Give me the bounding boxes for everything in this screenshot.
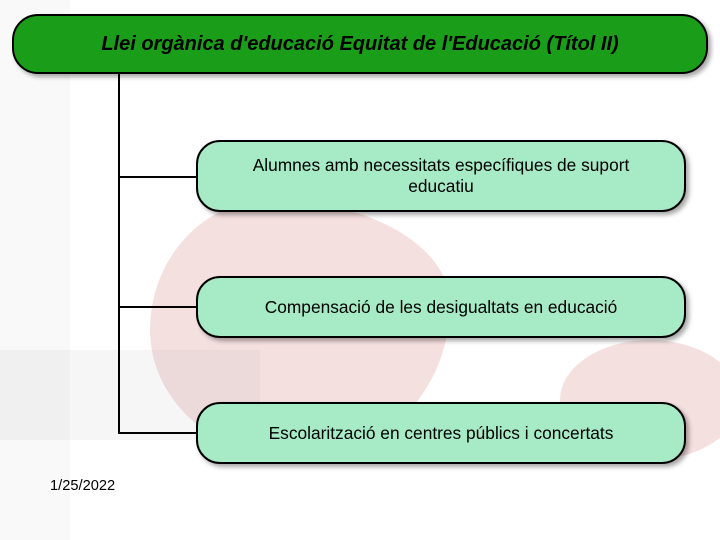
child-0-text: Alumnes amb necessitats específiques de …	[220, 155, 662, 197]
child-1-text: Compensació de les desigualtats en educa…	[265, 297, 618, 318]
child-2-text: Escolarització en centres públics i conc…	[269, 423, 614, 444]
title-text: Llei orgànica d'educació Equitat de l'Ed…	[101, 33, 618, 56]
connector-trunk	[118, 74, 120, 432]
connector-branch-1	[118, 306, 196, 308]
bg-stripe	[0, 0, 70, 540]
date-label: 1/25/2022	[50, 478, 115, 494]
child-node-1: Compensació de les desigualtats en educa…	[196, 276, 686, 338]
connector-branch-2	[118, 432, 196, 434]
title-node: Llei orgànica d'educació Equitat de l'Ed…	[12, 14, 708, 74]
connector-branch-0	[118, 176, 196, 178]
date-text: 1/25/2022	[50, 478, 115, 494]
child-node-0: Alumnes amb necessitats específiques de …	[196, 140, 686, 212]
child-node-2: Escolarització en centres públics i conc…	[196, 402, 686, 464]
